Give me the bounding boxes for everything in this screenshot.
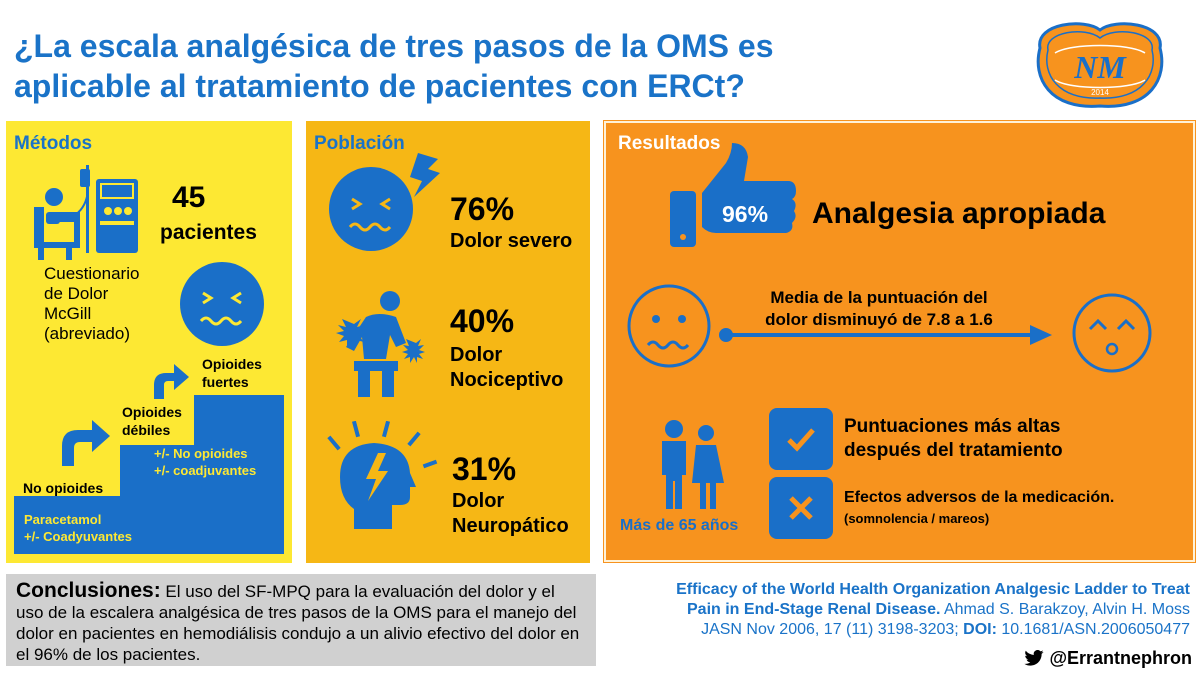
cross-icon xyxy=(789,496,813,520)
severe-pain-pct: 76% xyxy=(450,191,515,227)
nefrologia-logo: NM 2014 xyxy=(1036,22,1164,108)
metodos-title: Métodos xyxy=(14,133,93,154)
before-face-icon xyxy=(627,284,711,368)
resultados-title: Resultados xyxy=(618,133,721,154)
score-text-line-2: dolor disminuyó de 7.8 a 1.6 xyxy=(765,310,993,329)
step2-label: Opioides débiles xyxy=(122,403,182,439)
step3-label-line-2: fuertes xyxy=(202,374,249,390)
metodos-panel: Métodos 45 pacientes Cuestionario de Dol… xyxy=(6,121,292,563)
reference-title-line-2: Pain in End-Stage Renal Disease. xyxy=(687,601,941,618)
neuropathic-pain-icon xyxy=(327,421,438,529)
severe-pain-label: Dolor severo xyxy=(450,230,573,252)
nociceptive-label-line-2: Nociceptivo xyxy=(450,369,564,391)
nociceptive-label: Dolor Nociceptivo xyxy=(450,343,563,393)
check-text-line-1: Puntuaciones más altas xyxy=(844,416,1061,437)
check-text-line-2: después del tratamiento xyxy=(844,440,1063,461)
nociceptive-pain-icon xyxy=(336,291,425,397)
twitter-bird-icon xyxy=(1024,650,1045,666)
score-decrease-arrow xyxy=(719,325,1052,345)
after-face-icon xyxy=(1072,293,1152,373)
elderly-label: Más de 65 años xyxy=(620,517,739,534)
poblacion-title: Población xyxy=(314,133,405,154)
conclusion-box: Conclusiones: El uso del SF-MPQ para la … xyxy=(6,574,596,666)
reference-authors: Ahmad S. Barakzoy, Alvin H. Moss xyxy=(940,601,1190,618)
appropriate-analgesia-label: Analgesia apropiada xyxy=(812,197,1106,230)
questionnaire-line-3: McGill xyxy=(44,304,92,323)
check-box xyxy=(769,408,833,470)
appropriate-analgesia-pct: 96% xyxy=(722,201,769,227)
page-title: ¿La escala analgésica de tres pasos de l… xyxy=(14,26,894,106)
twitter-handle-text[interactable]: @Errantnephron xyxy=(1049,648,1192,668)
reference-title-line-1: Efficacy of the World Health Organizatio… xyxy=(676,581,1190,598)
neuropathic-label: Dolor Neuropático xyxy=(452,489,569,539)
check-icon xyxy=(787,428,815,452)
check-text: Puntuaciones más altas después del trata… xyxy=(844,415,1063,463)
neuropathic-label-line-1: Dolor xyxy=(452,490,505,512)
step2-detail-line-1: +/- No opioides xyxy=(154,446,248,461)
base-detail-line-1: Paracetamol xyxy=(24,512,102,527)
analgesic-ladder xyxy=(14,364,284,554)
step2-label-line-2: débiles xyxy=(122,422,171,438)
step3-label: Opioides fuertes xyxy=(202,355,262,391)
cross-text: Efectos adversos de la medicación. xyxy=(844,489,1115,506)
questionnaire-line-1: Cuestionario xyxy=(44,264,140,283)
cross-subtext: (somnolencia / mareos) xyxy=(844,511,990,526)
poblacion-panel: Población 76% Dolor severo 40% Dolor Noc… xyxy=(306,121,590,563)
logo-letters: NM xyxy=(1073,49,1127,85)
base-detail: Paracetamol +/- Coadyuvantes xyxy=(24,511,132,545)
title-line-1: ¿La escala analgésica de tres pasos de l… xyxy=(14,28,774,64)
reference-journal: JASN Nov 2006, 17 (11) 3198-3203; xyxy=(701,621,964,638)
elderly-couple-icon xyxy=(662,420,724,509)
logo-year: 2014 xyxy=(1091,88,1109,97)
questionnaire-line-4: (abreviado) xyxy=(44,324,130,343)
step3-label-line-1: Opioides xyxy=(202,356,262,372)
score-text: Media de la puntuación del dolor disminu… xyxy=(744,287,1014,331)
step2-label-line-1: Opioides xyxy=(122,404,182,420)
patient-count: 45 xyxy=(172,181,206,214)
pain-face-icon xyxy=(180,262,264,346)
cross-box xyxy=(769,477,833,539)
step2-detail: +/- No opioides +/- coadjuvantes xyxy=(154,445,256,479)
reference-doi-label: DOI: xyxy=(963,621,997,638)
reference-citation: Efficacy of the World Health Organizatio… xyxy=(600,580,1190,640)
step2-detail-line-2: +/- coadjuvantes xyxy=(154,463,257,478)
title-line-2: aplicable al tratamiento de pacientes co… xyxy=(14,68,745,104)
questionnaire-label: Cuestionario de Dolor McGill (abreviado) xyxy=(44,264,139,344)
dialysis-patient-icon xyxy=(34,165,138,260)
nociceptive-pct: 40% xyxy=(450,303,515,339)
score-text-line-1: Media de la puntuación del xyxy=(770,288,988,307)
neuropathic-pct: 31% xyxy=(452,451,517,487)
base-detail-line-2: +/- Coadyuvantes xyxy=(24,529,133,544)
questionnaire-line-2: de Dolor xyxy=(44,284,109,303)
thumbs-up-icon xyxy=(670,143,796,247)
nociceptive-label-line-1: Dolor xyxy=(450,344,503,366)
patient-count-label: pacientes xyxy=(160,221,257,244)
severe-pain-face-icon xyxy=(329,153,440,251)
neuropathic-label-line-2: Neuropático xyxy=(452,515,569,537)
conclusion-heading: Conclusiones: xyxy=(16,579,161,602)
conclusion-body: El uso del SF-MPQ para la evaluación del… xyxy=(16,582,580,664)
twitter-handle[interactable]: @Errantnephron xyxy=(1000,648,1192,669)
step1-label: No opioides xyxy=(23,480,104,496)
reference-doi: 10.1681/ASN.2006050477 xyxy=(996,621,1190,638)
resultados-panel: Resultados 96% Analgesia apropiada Media… xyxy=(603,120,1196,563)
